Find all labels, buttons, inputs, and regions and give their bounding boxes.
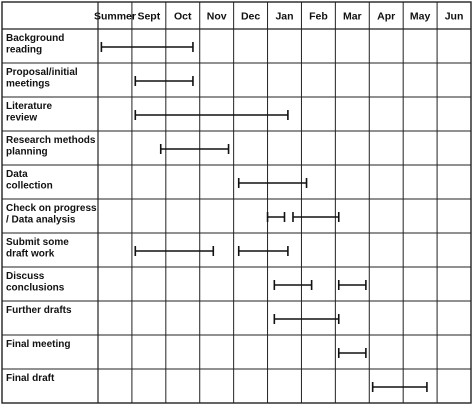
task-label: Research methods bbox=[6, 135, 96, 146]
month-label: Dec bbox=[241, 11, 260, 23]
task-label: conclusions bbox=[6, 283, 65, 294]
task-label: Literature bbox=[6, 101, 53, 112]
task-label: planning bbox=[6, 147, 48, 158]
task-label: reading bbox=[6, 45, 42, 56]
task-bar bbox=[337, 280, 367, 290]
task-label: Background bbox=[6, 33, 64, 44]
task-bar bbox=[273, 280, 313, 290]
task-bar bbox=[100, 42, 194, 52]
task-bar bbox=[237, 246, 289, 256]
month-label: Sept bbox=[137, 11, 160, 23]
task-bar bbox=[237, 178, 308, 188]
task-label: Further drafts bbox=[6, 305, 72, 316]
month-label: Oct bbox=[174, 11, 192, 23]
task-bar bbox=[266, 212, 286, 222]
task-label: Data bbox=[6, 169, 28, 180]
task-bar bbox=[337, 348, 367, 358]
task-bar bbox=[292, 212, 340, 222]
month-label: Jan bbox=[275, 11, 293, 23]
month-label: Mar bbox=[343, 11, 362, 23]
month-header-row: Summer Sept Oct Nov Dec Jan Feb Mar Apr May Jun bbox=[94, 11, 463, 23]
task-bar bbox=[159, 144, 230, 154]
month-label: Summer bbox=[94, 11, 136, 23]
task-label: Final meeting bbox=[6, 339, 70, 350]
month-label: Nov bbox=[207, 11, 227, 23]
task-bar bbox=[273, 314, 340, 324]
task-label: review bbox=[6, 113, 37, 124]
task-bars bbox=[100, 42, 428, 392]
task-label: collection bbox=[6, 181, 53, 192]
task-label: Submit some bbox=[6, 237, 69, 248]
task-label: Final draft bbox=[6, 373, 55, 384]
task-label: Discuss bbox=[6, 271, 45, 282]
task-label: Proposal/initial bbox=[6, 67, 78, 78]
task-label: / Data analysis bbox=[6, 215, 76, 226]
task-bar bbox=[134, 246, 215, 256]
task-label: draft work bbox=[6, 249, 55, 260]
task-label: meetings bbox=[6, 79, 50, 90]
month-label: Apr bbox=[377, 11, 395, 23]
month-label: May bbox=[410, 11, 431, 23]
task-bar bbox=[134, 76, 194, 86]
month-label: Jun bbox=[445, 11, 464, 23]
task-label: Check on progress bbox=[6, 203, 97, 214]
month-label: Feb bbox=[309, 11, 328, 23]
task-bar bbox=[371, 382, 428, 392]
task-bar bbox=[134, 110, 289, 120]
